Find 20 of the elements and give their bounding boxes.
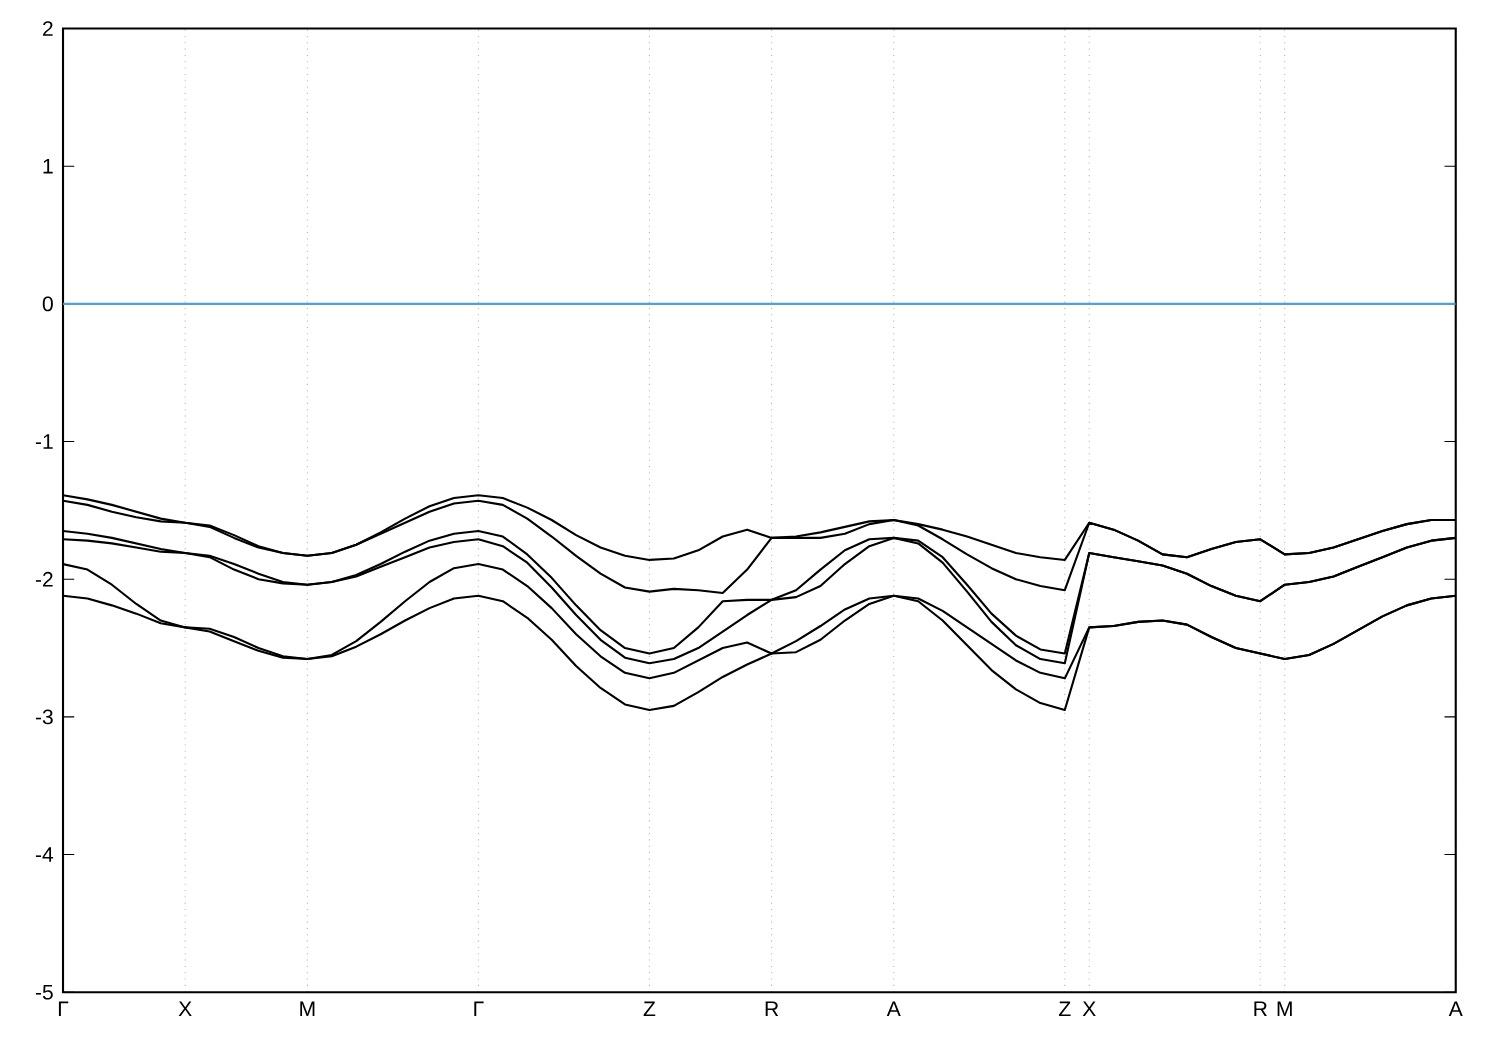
- y-tick-label: 2: [43, 21, 53, 36]
- x-tick-label: R: [765, 1001, 779, 1017]
- x-tick-label: R: [1254, 1001, 1267, 1017]
- y-tick-label: -2: [35, 571, 53, 587]
- y-tick-label: 0: [42, 296, 53, 312]
- x-tick-label: Γ: [58, 1001, 69, 1017]
- x-tick-label: Z: [1059, 1001, 1071, 1017]
- x-tick-label: X: [178, 1001, 192, 1017]
- y-tick-label: -4: [35, 847, 54, 862]
- y-tick-label: 1: [43, 158, 53, 174]
- y-tick-label: -1: [35, 434, 53, 449]
- x-tick-label: M: [300, 1001, 315, 1017]
- x-tick-label: A: [1448, 1001, 1463, 1017]
- x-tick-label: A: [886, 1001, 901, 1017]
- x-tick-label: Γ: [474, 1001, 484, 1017]
- y-tick-label: -3: [35, 709, 53, 725]
- y-tick-label: -5: [35, 984, 53, 1000]
- x-tick-label: Z: [643, 1001, 656, 1017]
- x-tick-label: X: [1082, 1001, 1096, 1017]
- x-tick-label: M: [1277, 1001, 1292, 1017]
